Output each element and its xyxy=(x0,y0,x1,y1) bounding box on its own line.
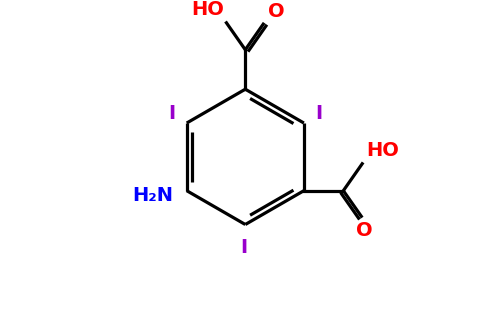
Text: O: O xyxy=(268,2,284,21)
Text: HO: HO xyxy=(192,0,224,19)
Text: HO: HO xyxy=(366,141,399,160)
Text: I: I xyxy=(240,238,247,257)
Text: I: I xyxy=(315,104,322,123)
Text: O: O xyxy=(356,221,372,240)
Text: H₂N: H₂N xyxy=(132,186,173,205)
Text: I: I xyxy=(168,104,175,123)
